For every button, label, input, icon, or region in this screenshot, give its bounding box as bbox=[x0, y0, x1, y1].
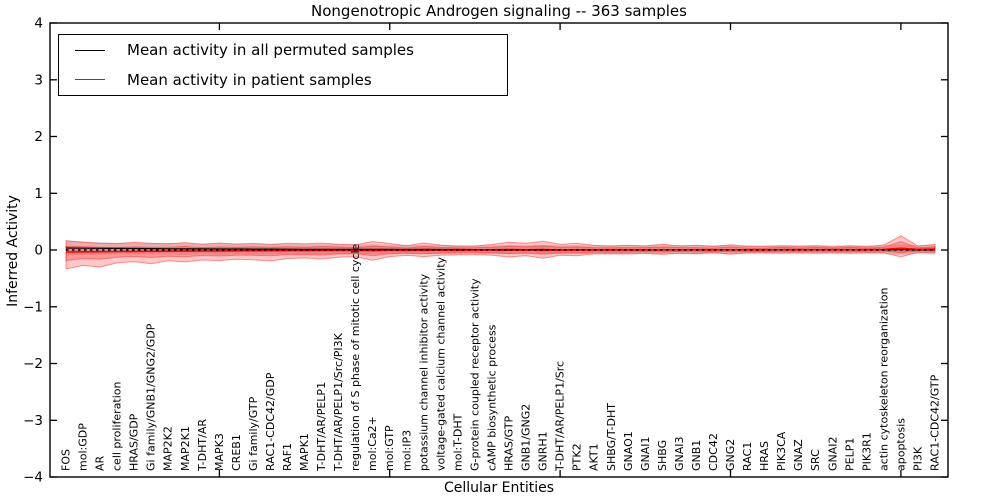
permuted-line-swatch bbox=[75, 49, 105, 51]
patient-line-swatch bbox=[75, 79, 105, 81]
x-tick-label: GNRH1 bbox=[537, 431, 550, 471]
x-tick-label: G-protein coupled receptor activity bbox=[468, 278, 481, 471]
band-patient-range-inner bbox=[65, 240, 936, 262]
legend: Mean activity in all permuted samples Me… bbox=[58, 34, 508, 96]
x-tick-label: mol:GDP bbox=[77, 423, 90, 471]
x-tick-label: GNAI2 bbox=[826, 436, 839, 471]
x-tick-label: SHBG bbox=[656, 440, 669, 471]
legend-item-patient: Mean activity in patient samples bbox=[59, 65, 507, 94]
x-tick-label: GNAZ bbox=[792, 439, 805, 471]
x-tick-label: PI3K bbox=[912, 446, 925, 471]
y-tick-label: 0 bbox=[34, 243, 43, 259]
x-tick-label: PELP1 bbox=[843, 438, 856, 471]
x-tick-label: MAP2K2 bbox=[162, 426, 175, 471]
y-tick-label: −1 bbox=[23, 300, 43, 316]
x-tick-label: T-DHT/AR bbox=[196, 419, 209, 472]
x-tick-label: GNB1 bbox=[690, 440, 703, 471]
x-axis-label: Cellular Entities bbox=[443, 480, 555, 496]
y-axis-label: Inferred Activity bbox=[5, 195, 21, 307]
x-tick-label: PTK2 bbox=[571, 443, 584, 471]
x-tick-label: CREB1 bbox=[230, 434, 243, 471]
x-tick-label: RAC1-CDC42/GTP bbox=[929, 374, 942, 471]
x-tick-label: HRAS/GTP bbox=[503, 415, 516, 471]
band-patient-range-outer bbox=[65, 235, 936, 270]
x-tick-label: CDC42 bbox=[707, 433, 720, 471]
x-tick-label: regulation of S phase of mitotic cell cy… bbox=[349, 243, 362, 471]
x-tick-label: HRAS bbox=[758, 441, 771, 471]
x-tick-label: Gi family/GNB1/GNG2/GDP bbox=[145, 323, 158, 471]
x-tick-label: GNG2 bbox=[724, 439, 737, 471]
x-tick-label: RAC1-CDC42/GDP bbox=[264, 372, 277, 471]
x-tick-label: voltage-gated calcium channel activity bbox=[434, 256, 447, 471]
x-tick-label: cAMP biosynthetic process bbox=[486, 324, 499, 471]
x-tick-label: RAF1 bbox=[281, 443, 294, 471]
x-tick-label: mol:IP3 bbox=[400, 430, 413, 471]
x-tick-label: T-DHT/AR/PELP1 bbox=[315, 382, 328, 472]
x-tick-label: MAPK1 bbox=[298, 433, 311, 471]
x-tick-label: GNAI3 bbox=[673, 436, 686, 471]
x-tick-label: potassium channel inhibitor activity bbox=[417, 273, 430, 471]
x-tick-label: actin cytoskeleton reorganization bbox=[877, 287, 890, 471]
x-tick-label: cell proliferation bbox=[111, 381, 124, 471]
x-tick-label: MAP2K1 bbox=[179, 426, 192, 471]
x-tick-label: HRAS/GDP bbox=[128, 413, 141, 471]
y-tick-label: 2 bbox=[34, 129, 43, 145]
x-tick-label: GNAO1 bbox=[622, 431, 635, 471]
x-tick-label: SHBG/T-DHT bbox=[605, 403, 618, 471]
band-permuted-range bbox=[66, 240, 935, 256]
x-tick-label: mol:GTP bbox=[383, 425, 396, 471]
x-tick-label: PIK3CA bbox=[775, 431, 788, 471]
x-tick-label: mol:T-DHT bbox=[451, 413, 464, 471]
x-tick-label: mol:Ca2+ bbox=[366, 416, 379, 471]
x-tick-label: AKT1 bbox=[588, 443, 601, 471]
legend-label: Mean activity in patient samples bbox=[127, 70, 372, 89]
x-tick-label: T-DHT/AR/PELP1/Src/PI3K bbox=[332, 332, 345, 472]
x-tick-label: GNB1/GNG2 bbox=[520, 404, 533, 471]
x-tick-label: T-DHT/AR/PELP1/Src bbox=[554, 361, 567, 472]
y-tick-label: 3 bbox=[34, 73, 43, 89]
y-tick-label: −3 bbox=[23, 413, 43, 429]
x-tick-label: SRC bbox=[809, 449, 822, 471]
legend-item-permuted: Mean activity in all permuted samples bbox=[59, 36, 507, 65]
x-tick-label: apoptosis bbox=[894, 418, 907, 471]
y-tick-label: 1 bbox=[34, 186, 43, 202]
y-tick-label: −2 bbox=[23, 356, 43, 372]
x-tick-label: PIK3R1 bbox=[860, 432, 873, 471]
x-tick-label: AR bbox=[94, 455, 107, 471]
chart-title: Nongenotropic Androgen signaling -- 363 … bbox=[311, 2, 687, 20]
x-tick-label: Gi family/GTP bbox=[247, 396, 260, 471]
x-tick-label: MAPK3 bbox=[213, 433, 226, 471]
y-tick-label: 4 bbox=[34, 16, 43, 32]
y-tick-label: −4 bbox=[23, 470, 43, 486]
x-tick-label: GNAI1 bbox=[639, 436, 652, 471]
legend-label: Mean activity in all permuted samples bbox=[127, 41, 414, 60]
x-tick-label: FOS bbox=[60, 449, 73, 471]
x-tick-label: RAC1 bbox=[741, 442, 754, 471]
